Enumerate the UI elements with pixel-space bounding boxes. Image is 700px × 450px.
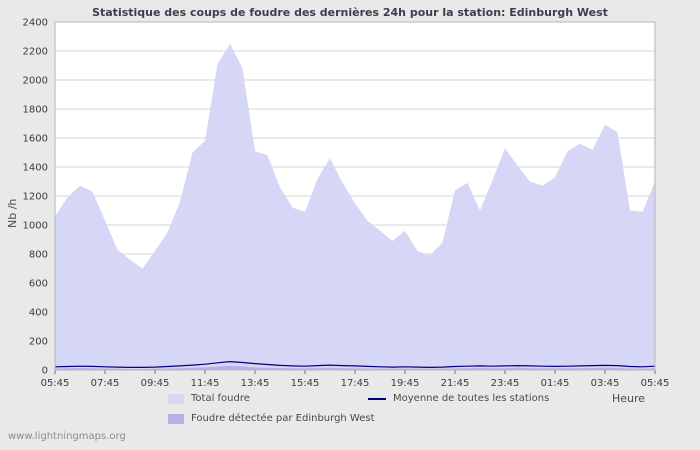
svg-text:05:45: 05:45 <box>41 378 70 389</box>
svg-text:13:45: 13:45 <box>241 378 270 389</box>
svg-text:2200: 2200 <box>23 47 48 58</box>
legend-item-moyenne: Moyenne de toutes les stations <box>368 393 549 404</box>
svg-text:1200: 1200 <box>23 192 48 203</box>
chart-title: Statistique des coups de foudre des dern… <box>92 6 608 19</box>
legend-swatch-foudre-detectee <box>168 413 184 424</box>
svg-text:800: 800 <box>29 250 48 261</box>
svg-text:17:45: 17:45 <box>341 378 370 389</box>
svg-text:23:45: 23:45 <box>491 378 520 389</box>
svg-text:01:45: 01:45 <box>541 378 570 389</box>
svg-text:19:45: 19:45 <box>391 378 420 389</box>
svg-text:2400: 2400 <box>23 18 48 29</box>
watermark-link: www.lightningmaps.org <box>8 431 126 442</box>
svg-text:600: 600 <box>29 279 48 290</box>
legend-label-moyenne: Moyenne de toutes les stations <box>393 393 550 404</box>
x-axis-label: Heure <box>612 392 646 405</box>
svg-text:21:45: 21:45 <box>441 378 470 389</box>
svg-text:15:45: 15:45 <box>291 378 320 389</box>
svg-text:1600: 1600 <box>23 134 48 145</box>
svg-text:1400: 1400 <box>23 163 48 174</box>
legend-label-total-foudre: Total foudre <box>191 393 250 404</box>
legend-label-foudre-detectee: Foudre détectée par Edinburgh West <box>191 413 375 424</box>
legend-swatch-total-foudre <box>168 393 184 404</box>
legend-item-foudre-detectee: Foudre détectée par Edinburgh West <box>168 413 375 424</box>
svg-text:0: 0 <box>42 366 48 377</box>
svg-text:2000: 2000 <box>23 76 48 87</box>
legend-swatch-moyenne <box>368 397 386 400</box>
svg-text:1000: 1000 <box>23 221 48 232</box>
legend-item-total-foudre: Total foudre <box>168 393 250 404</box>
svg-text:200: 200 <box>29 337 48 348</box>
svg-text:400: 400 <box>29 308 48 319</box>
svg-text:05:45: 05:45 <box>641 378 670 389</box>
svg-text:03:45: 03:45 <box>591 378 620 389</box>
svg-text:11:45: 11:45 <box>191 378 220 389</box>
svg-text:1800: 1800 <box>23 105 48 116</box>
svg-text:07:45: 07:45 <box>91 378 120 389</box>
svg-text:09:45: 09:45 <box>141 378 170 389</box>
